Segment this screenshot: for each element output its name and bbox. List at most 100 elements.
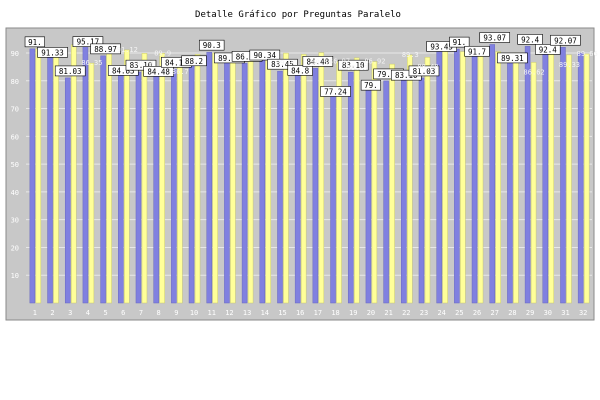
data-label: 79.95 (377, 70, 400, 79)
x-tick-label: 14 (261, 309, 269, 317)
data-label-secondary: 86.7 (172, 68, 189, 76)
data-label-box (37, 47, 68, 58)
bar-series-2 (141, 53, 148, 304)
x-tick-label: 15 (278, 309, 286, 317)
x-tick-label: 30 (544, 309, 552, 317)
bar-series-2 (106, 47, 112, 304)
bar-series-2 (513, 52, 519, 304)
bar-series-2 (424, 56, 431, 304)
x-tick-label: 1 (33, 309, 37, 317)
x-tick-label: 26 (473, 309, 481, 317)
bar-series-2 (530, 62, 537, 304)
bar-series-1 (47, 49, 53, 304)
bar-series-2 (548, 52, 555, 304)
bar-series-2 (300, 54, 307, 304)
bar-series-2 (371, 61, 378, 304)
bar-series-1 (135, 71, 142, 304)
x-tick-label: 8 (157, 309, 161, 317)
bar-series-2 (442, 49, 448, 304)
data-label-box (249, 49, 281, 61)
data-label: 83.10 (342, 61, 365, 70)
data-label: 90.34 (253, 51, 276, 60)
x-tick-label: 12 (225, 309, 233, 317)
bar-series-2 (583, 53, 590, 304)
data-label-box (24, 36, 45, 48)
data-label: 79. (364, 81, 378, 90)
bar-series-1 (29, 48, 36, 304)
bar-series-2 (53, 51, 59, 304)
bar-series-1 (312, 68, 319, 304)
data-label-box (90, 43, 121, 55)
bar-series-2 (88, 62, 95, 304)
bar-series-2 (124, 49, 130, 304)
x-tick-label: 13 (243, 309, 251, 317)
data-label: 84.48 (147, 67, 170, 76)
bar-series-2 (70, 44, 77, 304)
bar-series-2 (212, 52, 218, 304)
y-tick-label: 30 (11, 217, 19, 225)
data-label: 93.07 (483, 33, 506, 42)
x-tick-label: 18 (331, 309, 339, 317)
bar-series-2 (407, 54, 413, 304)
data-label: 86.28 (236, 52, 259, 61)
x-tick-label: 23 (420, 309, 428, 317)
y-tick-label: 50 (11, 161, 19, 169)
bar-series-2 (336, 61, 342, 304)
bar-series-1 (489, 44, 495, 304)
data-label-box (464, 45, 490, 57)
data-label-box (517, 34, 543, 45)
bar-series-1 (224, 54, 230, 304)
data-label-secondary: 91.12 (117, 46, 138, 54)
bar-series-1 (524, 46, 531, 304)
data-label-box (143, 66, 174, 77)
x-tick-label: 24 (437, 309, 445, 317)
bar-series-1 (64, 77, 71, 304)
x-tick-label: 5 (103, 309, 107, 317)
bar-series-1 (436, 43, 442, 304)
bar-series-1 (277, 70, 283, 304)
data-label-box (337, 59, 369, 71)
data-label: 91. (28, 38, 42, 47)
data-label: 90.3 (203, 41, 221, 50)
data-label: 91.7 (468, 47, 486, 56)
x-tick-label: 29 (526, 309, 534, 317)
data-label: 83.10 (130, 61, 153, 70)
bar-series-1 (294, 67, 301, 304)
data-label: 84.83 (112, 66, 135, 75)
data-label-box (360, 79, 382, 91)
x-tick-label: 22 (402, 309, 410, 317)
data-label-box (181, 55, 207, 67)
bar-series-2 (194, 54, 201, 304)
x-tick-label: 32 (579, 309, 587, 317)
x-tick-label: 21 (384, 309, 392, 317)
data-label-secondary: 89.96 (276, 59, 297, 67)
bar-series-1 (401, 71, 407, 304)
data-label: 89.31 (218, 54, 241, 63)
y-tick-label: 10 (11, 272, 19, 280)
x-tick-label: 4 (86, 309, 90, 317)
bar-series-2 (318, 52, 325, 304)
bar-series-1 (383, 80, 389, 304)
x-tick-label: 6 (121, 309, 125, 317)
data-label: 88.97 (94, 45, 117, 54)
data-label-box (449, 36, 470, 48)
y-tick-label: 90 (11, 50, 19, 58)
x-tick-label: 17 (314, 309, 322, 317)
data-label-secondary: 88.48 (417, 63, 438, 71)
data-label-box (497, 52, 528, 64)
bar-series-1 (471, 48, 478, 304)
data-label: 93.45 (430, 42, 453, 51)
data-label: 81.03 (59, 67, 82, 76)
data-label-secondary: 86.35 (81, 59, 102, 67)
bar-series-1 (418, 77, 425, 304)
data-label-box (267, 58, 298, 70)
bar-series-2 (495, 51, 501, 304)
data-label: 83.10 (395, 71, 418, 80)
bar-series-2 (177, 61, 183, 304)
x-tick-label: 11 (208, 309, 216, 317)
bar-series-2 (265, 52, 272, 304)
data-label: 91.33 (41, 48, 64, 57)
data-label-secondary: 89.9 (154, 49, 171, 57)
data-label: 88.2 (185, 57, 203, 66)
